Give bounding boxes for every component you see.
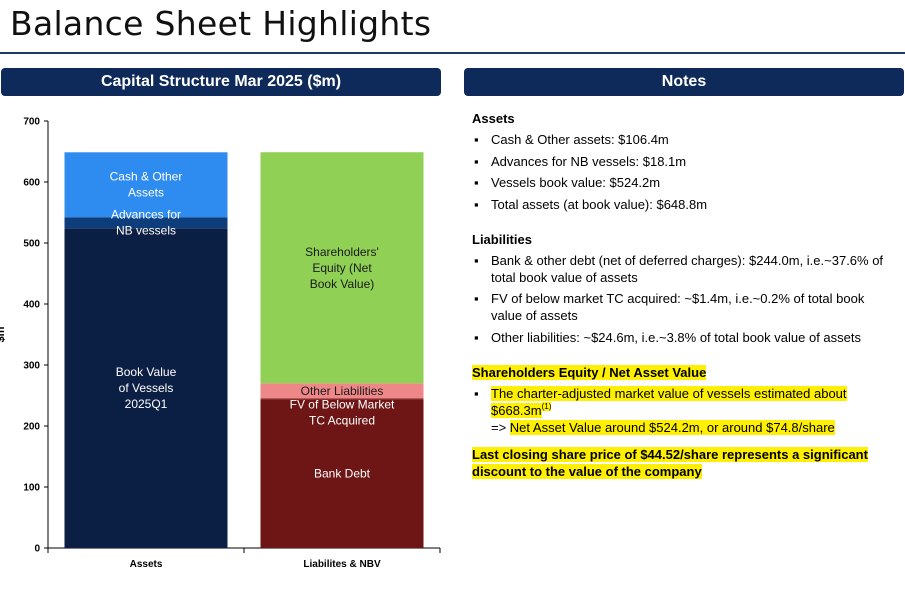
segment-label-line: TC Acquired (309, 413, 375, 427)
liabilities-section: Liabilities Bank & other debt (net of de… (472, 231, 892, 346)
segment-label: Book Value of Vessels 2025Q1 (116, 365, 177, 411)
segment-label: Shareholders' Equity (Net Book Value) (305, 245, 379, 291)
y-tick-label: 400 (23, 300, 40, 311)
equity-section: Shareholders Equity / Net Asset Value Th… (472, 364, 892, 436)
capital-structure-chart: 0 100 200 300 400 500 600 700 $m Book Value of Ves… (0, 117, 441, 570)
segment-label-line: FV of Below Market (290, 397, 395, 411)
y-tick-label: 200 (23, 422, 40, 433)
segment-label-line: Advances for (111, 208, 181, 222)
bar-segment (260, 399, 424, 548)
bar-segment (64, 228, 228, 548)
list-item: Other liabilities: ~$24.6m, i.e.~3.8% of… (472, 329, 892, 346)
y-tick-label: 300 (23, 361, 40, 372)
equity-title-text: Shareholders Equity / Net Asset Value (472, 364, 707, 380)
list-item: The charter-adjusted market value of ves… (472, 385, 892, 436)
equity-list: The charter-adjusted market value of ves… (472, 385, 892, 436)
segment-label: Cash & Other Assets (110, 170, 183, 200)
closing-price-note: Last closing share price of $44.52/share… (472, 446, 892, 480)
nav-text: Net Asset Value around $524.2m, or aroun… (509, 419, 835, 435)
bar-segment (64, 217, 228, 229)
equity-title: Shareholders Equity / Net Asset Value (472, 364, 892, 381)
segment-label-line: Assets (128, 186, 164, 200)
segment-label-line: Bank Debt (314, 467, 371, 481)
list-item: Vessels book value: $524.2m (472, 174, 892, 191)
assets-title: Assets (472, 111, 515, 126)
segment-label-line: Book Value (116, 365, 177, 379)
closing-price-text: Last closing share price of $44.52/share… (472, 446, 868, 479)
list-item: Total assets (at book value): $648.8m (472, 196, 892, 213)
list-item: Advances for NB vessels: $18.1m (472, 153, 892, 170)
y-axis-title: $m (0, 326, 7, 342)
notes-panel-header: Notes (464, 68, 904, 96)
list-item: Cash & Other assets: $106.4m (472, 131, 892, 148)
notes-panel: Assets Cash & Other assets: $106.4m Adva… (472, 110, 892, 493)
footnote-marker: (1) (541, 402, 552, 412)
bar-segment (260, 398, 424, 400)
bar-segment (260, 152, 424, 384)
segment-label-line: Other Liabilities (301, 384, 384, 398)
x-category-label: Liabilites & NBV (303, 559, 381, 570)
bar-segment (260, 383, 424, 399)
y-tick-label: 0 (34, 544, 40, 555)
y-tick-label: 700 (23, 117, 40, 128)
segment-label: FV of Below Market TC Acquired (290, 397, 395, 427)
segment-label: Other Liabilities (301, 384, 384, 398)
assets-list: Cash & Other assets: $106.4m Advances fo… (472, 131, 892, 213)
liabilities-title: Liabilities (472, 231, 532, 247)
page-title: Balance Sheet Highlights (10, 4, 432, 43)
segment-label-line: 2025Q1 (125, 397, 168, 411)
segment-label: Advances for NB vessels (111, 208, 181, 238)
bar-segment (64, 152, 228, 218)
title-rule (0, 52, 905, 54)
segment-label-line: of Vessels (119, 381, 174, 395)
nav-prefix: => (491, 419, 510, 435)
segment-label-line: Shareholders' (305, 245, 379, 259)
y-tick-label: 100 (23, 483, 40, 494)
list-item: Bank & other debt (net of deferred charg… (472, 252, 892, 286)
segment-label-line: Book Value) (310, 277, 374, 291)
x-category-label: Assets (130, 559, 163, 570)
segment-label-line: Equity (Net (312, 261, 372, 275)
y-tick-label: 600 (23, 178, 40, 189)
segment-label-line: Cash & Other (110, 170, 183, 184)
y-tick-label: 500 (23, 239, 40, 250)
segment-label: Bank Debt (314, 467, 371, 481)
list-item: FV of below market TC acquired: ~$1.4m, … (472, 290, 892, 324)
liabilities-list: Bank & other debt (net of deferred charg… (472, 252, 892, 346)
assets-section: Assets Cash & Other assets: $106.4m Adva… (472, 110, 892, 213)
segment-label-line: NB vessels (116, 224, 176, 238)
chart-panel-header: Capital Structure Mar 2025 ($m) (1, 68, 441, 96)
